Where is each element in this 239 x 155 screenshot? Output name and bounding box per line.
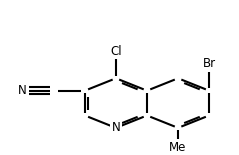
Text: Cl: Cl xyxy=(110,45,122,58)
Text: Me: Me xyxy=(169,141,187,154)
Text: N: N xyxy=(18,84,27,97)
Text: N: N xyxy=(112,121,120,134)
Text: Br: Br xyxy=(203,57,216,70)
